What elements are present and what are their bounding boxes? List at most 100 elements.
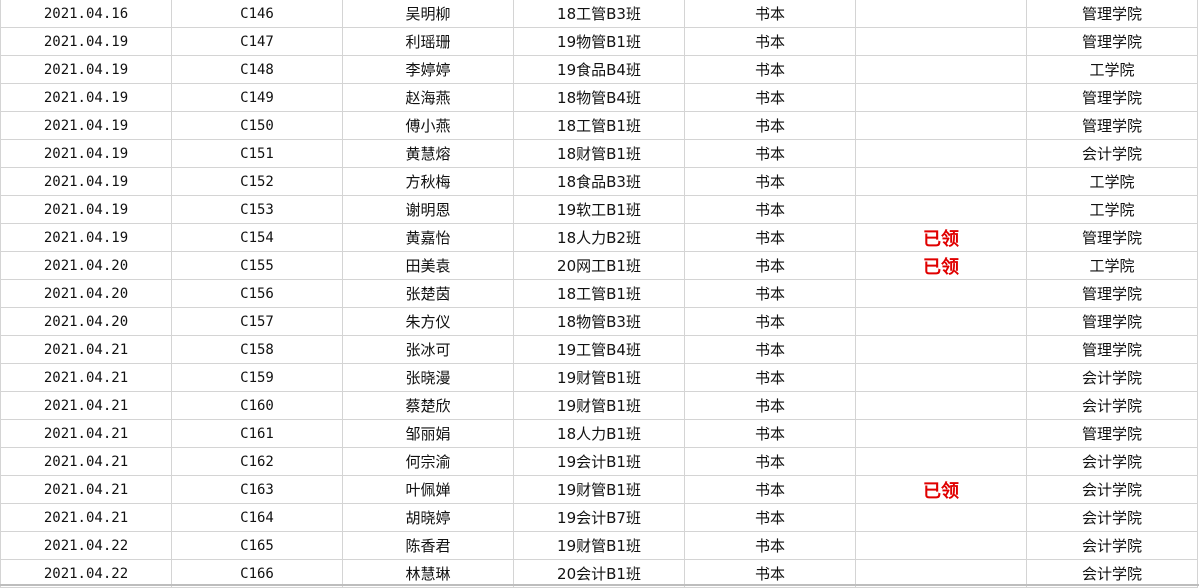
cell-code[interactable]: C151 (171, 139, 343, 168)
cell-status[interactable] (855, 139, 1027, 168)
cell-name[interactable]: 邹丽娟 (342, 419, 514, 448)
cell-name[interactable]: 傅小燕 (342, 111, 514, 140)
cell-code[interactable]: C147 (171, 27, 343, 56)
cell-name[interactable]: 何宗渝 (342, 447, 514, 476)
cell-class[interactable]: 19财管B1班 (513, 363, 685, 392)
cell-item[interactable]: 书本 (684, 27, 856, 56)
cell-college[interactable]: 工学院 (1026, 195, 1198, 224)
cell-college[interactable]: 管理学院 (1026, 27, 1198, 56)
cell-code[interactable]: C154 (171, 223, 343, 252)
cell-class[interactable]: 18人力B1班 (513, 419, 685, 448)
cell-college[interactable]: 会计学院 (1026, 475, 1198, 504)
cell-item[interactable]: 书本 (684, 447, 856, 476)
cell-college[interactable]: 会计学院 (1026, 363, 1198, 392)
cell-class[interactable]: 19软工B1班 (513, 195, 685, 224)
cell-status[interactable]: 已领 (855, 251, 1027, 280)
cell-date[interactable]: 2021.04.19 (0, 139, 172, 168)
cell-status[interactable] (855, 531, 1027, 560)
cell-college[interactable]: 管理学院 (1026, 223, 1198, 252)
cell-item[interactable]: 书本 (684, 251, 856, 280)
cell-date[interactable]: 2021.04.19 (0, 83, 172, 112)
cell-date[interactable]: 2021.04.20 (0, 307, 172, 336)
cell-code[interactable]: C161 (171, 419, 343, 448)
cell-college[interactable]: 会计学院 (1026, 559, 1198, 588)
cell-status[interactable] (855, 391, 1027, 420)
cell-status[interactable] (855, 447, 1027, 476)
cell-college[interactable]: 管理学院 (1026, 111, 1198, 140)
cell-item[interactable]: 书本 (684, 0, 856, 28)
cell-date[interactable]: 2021.04.19 (0, 167, 172, 196)
cell-college[interactable]: 管理学院 (1026, 83, 1198, 112)
cell-status[interactable] (855, 335, 1027, 364)
cell-status[interactable] (855, 27, 1027, 56)
cell-college[interactable]: 管理学院 (1026, 335, 1198, 364)
cell-class[interactable]: 18财管B1班 (513, 139, 685, 168)
cell-status[interactable] (855, 111, 1027, 140)
cell-item[interactable]: 书本 (684, 195, 856, 224)
cell-college[interactable]: 工学院 (1026, 55, 1198, 84)
cell-name[interactable]: 谢明恩 (342, 195, 514, 224)
cell-name[interactable]: 黄嘉怡 (342, 223, 514, 252)
cell-code[interactable]: C156 (171, 279, 343, 308)
cell-item[interactable]: 书本 (684, 55, 856, 84)
cell-item[interactable]: 书本 (684, 503, 856, 532)
cell-date[interactable]: 2021.04.20 (0, 251, 172, 280)
cell-item[interactable]: 书本 (684, 531, 856, 560)
cell-code[interactable]: C158 (171, 335, 343, 364)
cell-name[interactable]: 朱方仪 (342, 307, 514, 336)
cell-date[interactable]: 2021.04.19 (0, 111, 172, 140)
cell-code[interactable]: C152 (171, 167, 343, 196)
cell-name[interactable]: 利瑶珊 (342, 27, 514, 56)
cell-item[interactable]: 书本 (684, 167, 856, 196)
cell-name[interactable]: 赵海燕 (342, 83, 514, 112)
cell-item[interactable]: 书本 (684, 475, 856, 504)
cell-name[interactable]: 张冰可 (342, 335, 514, 364)
cell-college[interactable]: 会计学院 (1026, 531, 1198, 560)
cell-class[interactable]: 19工管B4班 (513, 335, 685, 364)
cell-name[interactable]: 方秋梅 (342, 167, 514, 196)
cell-class[interactable]: 19会计B1班 (513, 447, 685, 476)
cell-status[interactable] (855, 55, 1027, 84)
cell-class[interactable]: 18物管B3班 (513, 307, 685, 336)
cell-date[interactable]: 2021.04.21 (0, 475, 172, 504)
cell-class[interactable]: 18工管B1班 (513, 279, 685, 308)
cell-college[interactable]: 管理学院 (1026, 0, 1198, 28)
cell-code[interactable]: C163 (171, 475, 343, 504)
cell-name[interactable]: 张楚茵 (342, 279, 514, 308)
cell-item[interactable]: 书本 (684, 363, 856, 392)
cell-college[interactable]: 工学院 (1026, 167, 1198, 196)
cell-college[interactable]: 管理学院 (1026, 307, 1198, 336)
cell-college[interactable]: 管理学院 (1026, 279, 1198, 308)
cell-code[interactable]: C162 (171, 447, 343, 476)
cell-code[interactable]: C149 (171, 83, 343, 112)
cell-name[interactable]: 李婷婷 (342, 55, 514, 84)
cell-name[interactable]: 叶佩婵 (342, 475, 514, 504)
cell-date[interactable]: 2021.04.21 (0, 335, 172, 364)
cell-class[interactable]: 19财管B1班 (513, 531, 685, 560)
cell-item[interactable]: 书本 (684, 111, 856, 140)
cell-college[interactable]: 工学院 (1026, 251, 1198, 280)
cell-date[interactable]: 2021.04.21 (0, 447, 172, 476)
cell-date[interactable]: 2021.04.21 (0, 391, 172, 420)
cell-date[interactable]: 2021.04.22 (0, 559, 172, 588)
cell-college[interactable]: 会计学院 (1026, 503, 1198, 532)
cell-class[interactable]: 19财管B1班 (513, 391, 685, 420)
cell-code[interactable]: C148 (171, 55, 343, 84)
cell-code[interactable]: C165 (171, 531, 343, 560)
cell-college[interactable]: 会计学院 (1026, 447, 1198, 476)
cell-date[interactable]: 2021.04.19 (0, 223, 172, 252)
cell-class[interactable]: 19物管B1班 (513, 27, 685, 56)
cell-date[interactable]: 2021.04.21 (0, 363, 172, 392)
cell-code[interactable]: C157 (171, 307, 343, 336)
cell-code[interactable]: C159 (171, 363, 343, 392)
cell-class[interactable]: 18食品B3班 (513, 167, 685, 196)
cell-class[interactable]: 19财管B1班 (513, 475, 685, 504)
cell-date[interactable]: 2021.04.21 (0, 419, 172, 448)
cell-code[interactable]: C166 (171, 559, 343, 588)
cell-name[interactable]: 田美袁 (342, 251, 514, 280)
cell-date[interactable]: 2021.04.20 (0, 279, 172, 308)
cell-date[interactable]: 2021.04.22 (0, 531, 172, 560)
cell-code[interactable]: C146 (171, 0, 343, 28)
cell-status[interactable]: 已领 (855, 475, 1027, 504)
cell-status[interactable] (855, 167, 1027, 196)
